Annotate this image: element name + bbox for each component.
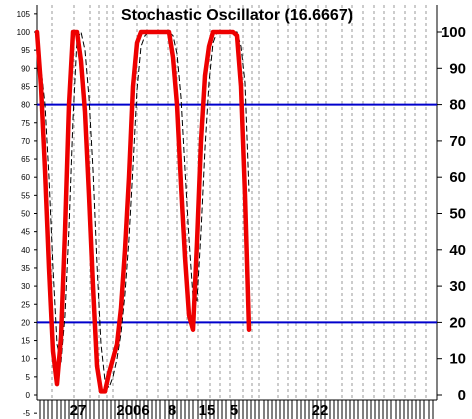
right-tick-label: 10 — [449, 351, 466, 368]
left-tick-label: 30 — [21, 282, 30, 291]
stochastic-line — [34, 29, 252, 394]
right-tick-label: 90 — [449, 60, 466, 77]
left-tick-label: 70 — [21, 137, 30, 146]
left-tick-label: 85 — [21, 82, 30, 91]
left-tick-label: 25 — [21, 300, 30, 309]
right-tick-label: 0 — [458, 387, 466, 404]
left-tick-label: 105 — [17, 10, 31, 19]
right-tick-label: 20 — [449, 314, 466, 331]
signal-line — [36, 30, 250, 389]
left-tick-label: 40 — [21, 246, 30, 255]
x-tick-label: 27 — [70, 402, 87, 419]
left-tick-label: 15 — [21, 337, 30, 346]
left-tick-label: 90 — [21, 64, 30, 73]
right-tick-label: 40 — [449, 242, 466, 259]
right-tick-label: 30 — [449, 278, 466, 295]
left-tick-label: 80 — [21, 101, 30, 110]
left-tick-label: 65 — [21, 155, 30, 164]
right-tick-label: 80 — [449, 97, 466, 114]
x-tick-label: 2006 — [116, 402, 149, 419]
left-tick-label: 10 — [21, 355, 30, 364]
left-tick-label: 5 — [26, 373, 31, 382]
right-tick-label: 60 — [449, 169, 466, 186]
x-tick-label: 22 — [312, 402, 329, 419]
left-tick-label: 20 — [21, 318, 30, 327]
left-tick-label: 0 — [26, 391, 31, 400]
left-tick-label: 60 — [21, 173, 30, 182]
left-tick-label: -5 — [23, 409, 31, 418]
left-tick-label: 55 — [21, 191, 30, 200]
right-tick-label: 50 — [449, 206, 466, 223]
left-tick-label: 45 — [21, 228, 30, 237]
x-tick-label: 8 — [168, 402, 176, 419]
right-tick-label: 100 — [441, 24, 466, 41]
left-tick-label: 50 — [21, 210, 30, 219]
x-tick-label: 5 — [230, 402, 238, 419]
left-tick-label: 95 — [21, 46, 30, 55]
x-tick-label: 15 — [199, 402, 216, 419]
left-tick-label: 75 — [21, 119, 30, 128]
left-tick-label: 35 — [21, 264, 30, 273]
right-tick-label: 70 — [449, 133, 466, 150]
chart-title: Stochastic Oscillator (16.6667) — [121, 7, 353, 24]
left-tick-label: 100 — [17, 28, 31, 37]
